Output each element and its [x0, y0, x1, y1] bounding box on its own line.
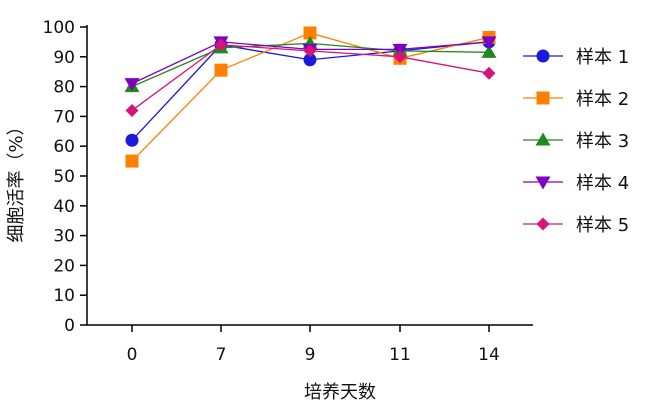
legend-marker	[535, 176, 551, 190]
data-point	[125, 154, 139, 168]
y-tick-label: 0	[64, 316, 75, 336]
legend-label: 样本 3	[576, 131, 629, 152]
y-tick-label: 100	[43, 18, 75, 38]
data-point	[481, 44, 497, 58]
x-tick-label: 11	[389, 345, 411, 365]
x-tick-label: 14	[478, 345, 500, 365]
x-tick-label: 9	[305, 345, 316, 365]
y-axis-title: 细胞活率（%）	[6, 117, 27, 242]
data-point	[482, 66, 496, 80]
y-axis-ticks: 0 10 20 30 40 50 60 70 80 90 100	[43, 18, 87, 336]
legend-marker	[536, 217, 550, 231]
data-point	[214, 63, 228, 77]
series-layer	[124, 26, 497, 168]
data-point	[393, 50, 407, 64]
data-point	[125, 133, 139, 147]
data-point	[214, 38, 228, 52]
x-tick-label: 0	[127, 345, 138, 365]
x-axis-ticks: 0 7 9 11 14	[127, 325, 500, 365]
data-point	[481, 36, 497, 50]
legend-marker	[536, 91, 550, 105]
legend: 样本 1 样本 2 样本 3 样本 4 样本 5	[523, 47, 629, 236]
y-tick-label: 90	[53, 48, 75, 68]
x-axis-title: 培养天数	[304, 382, 376, 403]
data-point	[303, 26, 317, 40]
data-point	[124, 78, 140, 92]
legend-label: 样本 5	[576, 215, 629, 236]
legend-marker	[536, 49, 550, 63]
data-point	[303, 53, 317, 67]
y-tick-label: 40	[53, 197, 75, 217]
legend-item-1: 样本 1	[523, 47, 629, 68]
y-tick-label: 20	[53, 256, 75, 276]
legend-marker	[535, 132, 551, 146]
legend-item-2: 样本 2	[523, 89, 629, 110]
x-tick-label: 7	[216, 345, 227, 365]
legend-label: 样本 4	[576, 173, 629, 194]
data-point	[125, 103, 139, 117]
y-tick-label: 80	[53, 78, 75, 98]
y-tick-label: 70	[53, 107, 75, 127]
y-tick-label: 10	[53, 286, 75, 306]
legend-item-4: 样本 4	[523, 173, 629, 194]
data-point	[303, 44, 317, 58]
y-tick-label: 30	[53, 227, 75, 247]
legend-label: 样本 2	[576, 89, 629, 110]
legend-item-5: 样本 5	[523, 215, 629, 236]
y-tick-label: 50	[53, 167, 75, 187]
axes	[86, 25, 533, 326]
series-5	[125, 38, 496, 117]
y-tick-label: 60	[53, 137, 75, 157]
legend-item-3: 样本 3	[523, 131, 629, 152]
legend-label: 样本 1	[576, 47, 629, 68]
